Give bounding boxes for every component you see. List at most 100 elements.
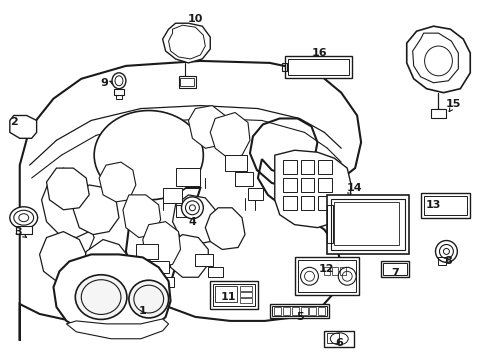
Bar [195,255,213,266]
Bar [116,95,122,99]
Ellipse shape [112,73,126,89]
Ellipse shape [75,275,127,319]
Bar [300,178,314,192]
Bar [271,306,326,316]
Bar [326,333,339,343]
Bar [380,261,408,277]
Ellipse shape [435,240,456,262]
Bar [332,267,338,275]
Bar [300,196,314,210]
Polygon shape [168,235,208,277]
Ellipse shape [94,111,203,200]
Text: 13: 13 [425,200,440,210]
Text: 11: 11 [220,292,235,302]
Bar [178,76,196,88]
Bar [158,277,173,287]
Bar [16,226,32,234]
Bar [210,281,257,309]
Bar [180,78,194,86]
Polygon shape [122,195,161,238]
Bar [175,168,200,186]
Bar [297,260,355,292]
Polygon shape [274,150,350,228]
Polygon shape [40,231,86,281]
Text: 7: 7 [390,268,398,278]
Bar [420,193,469,218]
Bar [215,286,237,302]
Bar [318,178,332,192]
Bar [334,202,398,246]
Polygon shape [53,255,170,337]
Bar [224,155,246,171]
Bar [240,292,251,297]
Polygon shape [205,208,244,249]
Bar [423,196,467,215]
Bar [318,160,332,174]
Bar [282,160,296,174]
Polygon shape [73,185,119,235]
Polygon shape [406,26,469,93]
Bar [150,261,168,273]
Ellipse shape [10,207,38,229]
Bar [282,178,296,192]
Polygon shape [99,162,136,202]
Polygon shape [142,222,180,267]
Text: 14: 14 [346,183,361,193]
Text: 16: 16 [311,48,326,58]
Bar [382,264,406,275]
Bar [136,244,157,260]
Polygon shape [20,61,360,341]
Bar [213,284,254,306]
Polygon shape [172,195,218,244]
Bar [273,307,280,315]
Bar [318,307,325,315]
Text: 10: 10 [187,14,203,24]
Text: 4: 4 [188,217,196,227]
Bar [284,56,351,78]
Text: 12: 12 [318,264,333,274]
Bar [240,286,251,291]
Text: 3: 3 [14,226,21,237]
Bar [175,205,193,217]
Bar [163,188,182,203]
Bar [282,196,296,210]
Ellipse shape [300,267,318,285]
Bar [114,89,123,95]
Bar [324,267,330,275]
Ellipse shape [338,267,355,285]
Bar [438,257,446,265]
Ellipse shape [129,280,168,318]
Text: 9: 9 [100,78,108,88]
Text: 2: 2 [10,117,18,127]
Polygon shape [210,113,249,158]
Text: 1: 1 [139,306,146,316]
Polygon shape [41,168,96,238]
Ellipse shape [181,197,203,219]
Bar [235,172,252,186]
Bar [287,59,348,75]
Bar [282,307,289,315]
Bar [331,199,404,251]
Polygon shape [10,116,37,138]
Text: 5: 5 [295,312,303,322]
Bar [281,63,286,71]
Polygon shape [163,23,210,63]
Bar [208,267,223,277]
Bar [269,304,328,318]
Bar [294,257,358,295]
Bar [326,195,408,255]
Bar [309,307,316,315]
Text: 8: 8 [444,256,451,266]
Polygon shape [46,168,89,210]
Bar [247,188,263,200]
Text: 15: 15 [445,99,460,109]
Bar [291,307,298,315]
Bar [324,331,353,347]
Bar [340,267,346,275]
Bar [429,109,446,118]
Polygon shape [83,239,129,289]
Bar [300,160,314,174]
Bar [318,196,332,210]
Bar [326,205,333,243]
Bar [300,307,307,315]
